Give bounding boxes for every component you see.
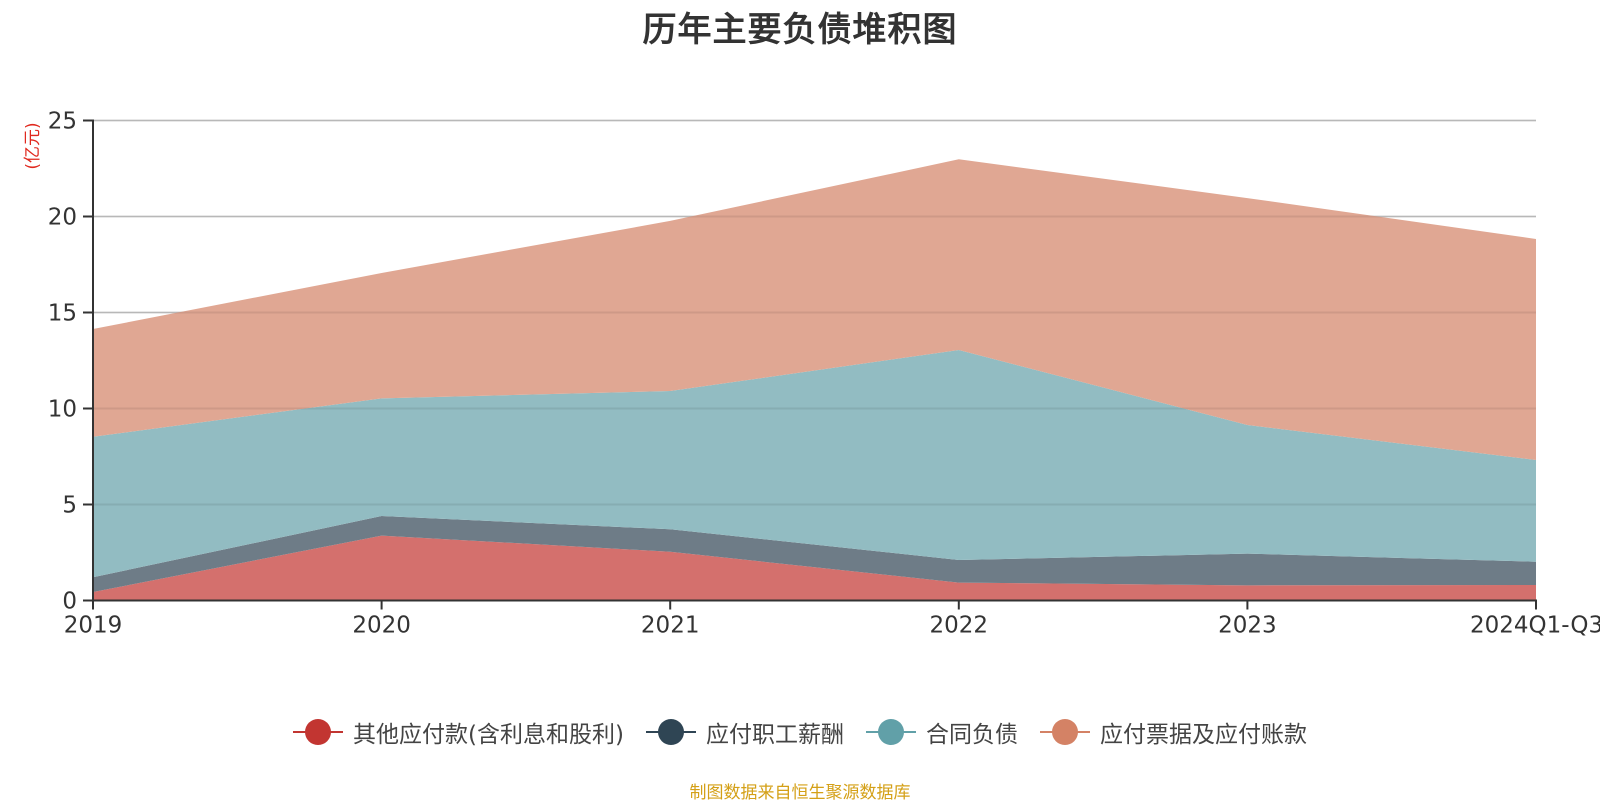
- x-tick-label: 2019: [64, 613, 123, 639]
- y-tick-label: 15: [48, 301, 77, 327]
- area-series-1: [93, 516, 1536, 593]
- x-tick-label: 2020: [352, 613, 411, 639]
- legend-marker-icon: [645, 719, 696, 745]
- chart-plot: 0 5 10 15 20 25 2019 2020 2021 2022 2023 2024Q1-Q3…: [23, 109, 1600, 639]
- x-tick-label: 2024Q1-Q3: [1470, 613, 1600, 639]
- area-series-0: [93, 535, 1536, 601]
- legend-label: 应付票据及应付账款: [1099, 722, 1307, 748]
- y-tick-label: 20: [48, 205, 77, 231]
- y-axis-label: (亿元): [23, 122, 43, 169]
- legend-label: 应付职工薪酬: [705, 722, 844, 748]
- chart-title: 历年主要负债堆积图: [642, 10, 958, 50]
- legend-item-1[interactable]: 应付职工薪酬: [645, 715, 844, 749]
- y-tick-label: 25: [48, 109, 77, 135]
- x-tick-label: 2021: [641, 613, 700, 639]
- stacked-areas: [93, 119, 1536, 601]
- area-series-3: [93, 159, 1536, 460]
- legend: 其他应付款(含利息和股利) 应付职工薪酬 合同负债 应付票据及应付账款: [0, 715, 1600, 749]
- legend-item-0[interactable]: 其他应付款(含利息和股利): [293, 715, 624, 749]
- legend-label: 其他应付款(含利息和股利): [353, 722, 624, 748]
- x-tick-label: 2023: [1218, 613, 1277, 639]
- y-tick-label: 0: [62, 589, 77, 615]
- source-note: 制图数据来自恒生聚源数据库: [689, 783, 911, 803]
- y-axis-ticks: 0 5 10 15 20 25: [48, 109, 93, 615]
- x-axis-ticks: 2019 2020 2021 2022 2023 2024Q1-Q3: [64, 600, 1600, 639]
- y-tick-label: 10: [48, 397, 77, 423]
- axes: [92, 119, 1537, 602]
- legend-item-2[interactable]: 合同负债: [865, 715, 1018, 749]
- area-series-2: [93, 349, 1536, 578]
- legend-marker-icon: [1039, 719, 1090, 745]
- x-tick-label: 2022: [930, 613, 989, 639]
- legend-label: 合同负债: [925, 722, 1018, 748]
- legend-marker-icon: [293, 719, 344, 745]
- y-tick-label: 5: [62, 493, 77, 519]
- legend-marker-icon: [865, 719, 916, 745]
- legend-item-3[interactable]: 应付票据及应付账款: [1039, 715, 1307, 749]
